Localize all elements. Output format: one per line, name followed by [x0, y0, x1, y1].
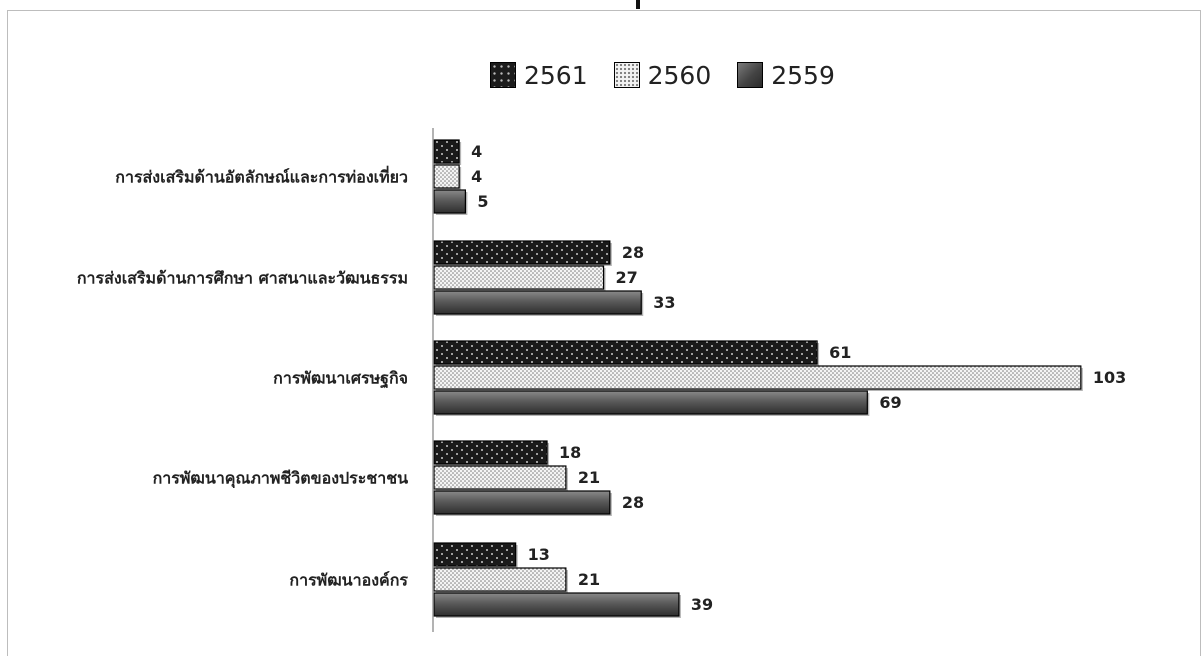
category-label: การพัฒนาองค์กร: [289, 571, 408, 590]
legend-item-2561: 2561: [490, 61, 588, 90]
bar-2560: [433, 265, 605, 290]
value-label: 61: [829, 343, 851, 362]
legend-swatch-2560: [613, 62, 640, 88]
value-label: 27: [616, 268, 638, 287]
value-label: 28: [622, 243, 644, 262]
category-label: การพัฒนาคุณภาพชีวิตของประชาชน: [153, 469, 408, 489]
value-label: 21: [578, 570, 600, 589]
category-label: การส่งเสริมด้านการศึกษา ศาสนาและวัฒนธรรม: [77, 269, 408, 288]
legend-label-2561: 2561: [524, 60, 588, 90]
legend-label-2560: 2560: [647, 60, 712, 90]
value-label: 13: [528, 545, 550, 564]
bar-2560: [433, 567, 567, 592]
legend-swatch-2559: [737, 62, 764, 88]
value-label: 28: [622, 493, 644, 512]
bar-2561: [433, 340, 818, 365]
value-label: 33: [653, 293, 675, 312]
top-mark: [636, 0, 640, 9]
value-label: 21: [578, 468, 600, 487]
legend-item-2559: 2559: [737, 61, 835, 90]
bar-2559: [433, 390, 868, 415]
legend-item-2560: 2560: [613, 60, 712, 90]
bar-2559: [433, 592, 680, 617]
legend-label-2559: 2559: [771, 60, 835, 90]
bar-2559: [433, 290, 642, 315]
value-label: 5: [477, 192, 488, 211]
bar-2561: [433, 440, 548, 465]
value-label: 103: [1093, 368, 1126, 387]
bar-2561: [433, 139, 460, 164]
bar-2561: [433, 240, 611, 265]
bar-2559: [433, 189, 466, 214]
category-label: การส่งเสริมด้านอัตลักษณ์และการท่องเที่ยว: [115, 166, 408, 187]
legend-swatch-2561: [490, 62, 516, 88]
value-label: 4: [471, 142, 482, 161]
value-label: 4: [471, 167, 482, 186]
value-label: 18: [559, 443, 581, 462]
bar-2560: [433, 465, 567, 490]
bar-2560: [433, 365, 1082, 390]
value-label: 69: [879, 393, 901, 412]
bar-2559: [433, 490, 611, 515]
category-label: การพัฒนาเศรษฐกิจ: [273, 369, 408, 389]
chart-frame: [7, 10, 1201, 656]
chart-legend: 2561 2560 2559: [490, 58, 861, 92]
value-label: 39: [691, 595, 713, 614]
bar-2560: [433, 164, 460, 189]
bar-2561: [433, 542, 517, 567]
